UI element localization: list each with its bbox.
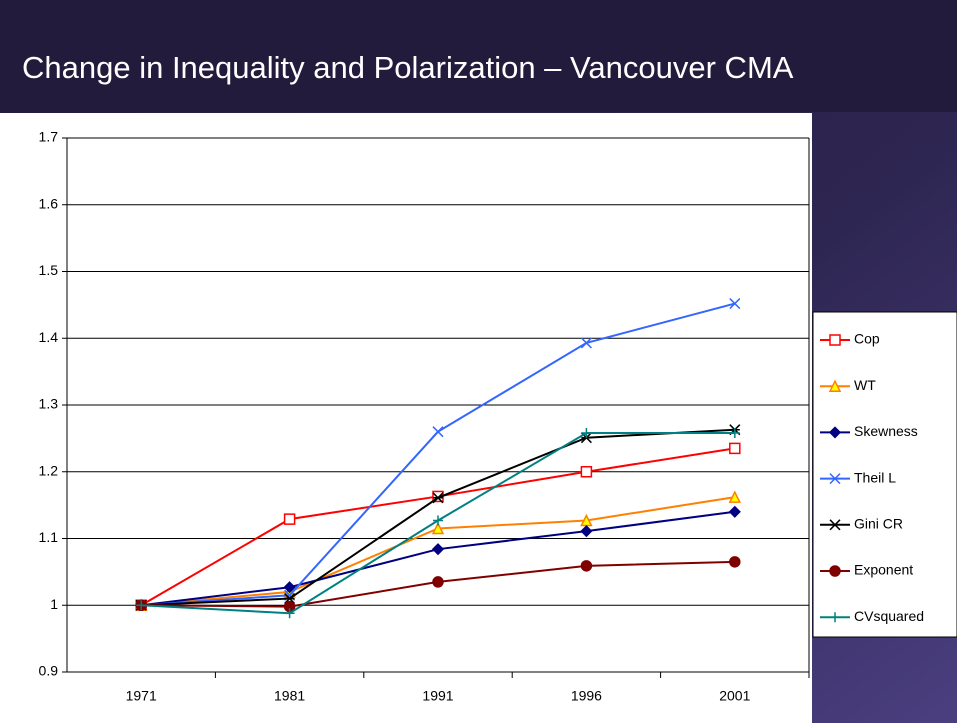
y-tick-label: 1.2 xyxy=(39,462,59,478)
marker xyxy=(432,576,444,588)
marker xyxy=(830,612,840,623)
legend-label: WT xyxy=(854,377,876,393)
y-tick-label: 1.1 xyxy=(39,529,59,545)
marker xyxy=(829,334,841,346)
x-tick-label: 1996 xyxy=(571,688,602,704)
marker xyxy=(283,581,296,594)
chart-title: Change in Inequality and Polarization – … xyxy=(22,50,794,85)
marker xyxy=(432,492,444,504)
legend-box xyxy=(812,311,957,638)
marker xyxy=(580,337,592,349)
legend-label: CVsquared xyxy=(854,608,924,624)
y-tick-label: 1.3 xyxy=(39,396,59,412)
marker xyxy=(283,513,296,525)
marker xyxy=(431,521,445,535)
legend-label: Cop xyxy=(854,331,880,347)
x-tick-label: 1991 xyxy=(422,688,453,704)
y-tick-label: 1.4 xyxy=(39,329,59,345)
marker xyxy=(581,428,592,439)
marker xyxy=(580,525,593,538)
marker xyxy=(729,298,741,310)
legend-label: Gini CR xyxy=(854,516,903,532)
marker xyxy=(431,543,445,556)
marker xyxy=(829,473,841,485)
x-tick-label: 2001 xyxy=(719,688,750,704)
y-tick-label: 0.9 xyxy=(39,663,59,679)
marker xyxy=(433,515,443,526)
marker xyxy=(828,379,842,392)
x-tick-label: 1971 xyxy=(126,688,157,704)
marker xyxy=(728,490,742,503)
marker xyxy=(580,466,593,478)
x-tick-label: 1981 xyxy=(274,688,305,704)
y-tick-label: 1.6 xyxy=(39,195,59,211)
marker xyxy=(136,600,147,611)
marker xyxy=(729,442,741,455)
legend-label: Exponent xyxy=(854,562,913,578)
marker xyxy=(829,565,841,577)
marker xyxy=(580,560,593,572)
legend-label: Skewness xyxy=(854,423,918,439)
marker xyxy=(729,556,741,568)
marker xyxy=(729,428,740,439)
title-band xyxy=(0,0,957,112)
legend-label: Theil L xyxy=(854,469,896,485)
y-tick-label: 1.5 xyxy=(39,262,59,278)
y-tick-label: 1 xyxy=(50,596,58,612)
chart-area xyxy=(0,113,812,723)
marker xyxy=(829,519,841,531)
marker xyxy=(284,608,295,619)
marker xyxy=(828,426,842,439)
marker xyxy=(432,426,444,438)
y-tick-label: 1.7 xyxy=(39,129,59,145)
marker xyxy=(728,505,741,518)
